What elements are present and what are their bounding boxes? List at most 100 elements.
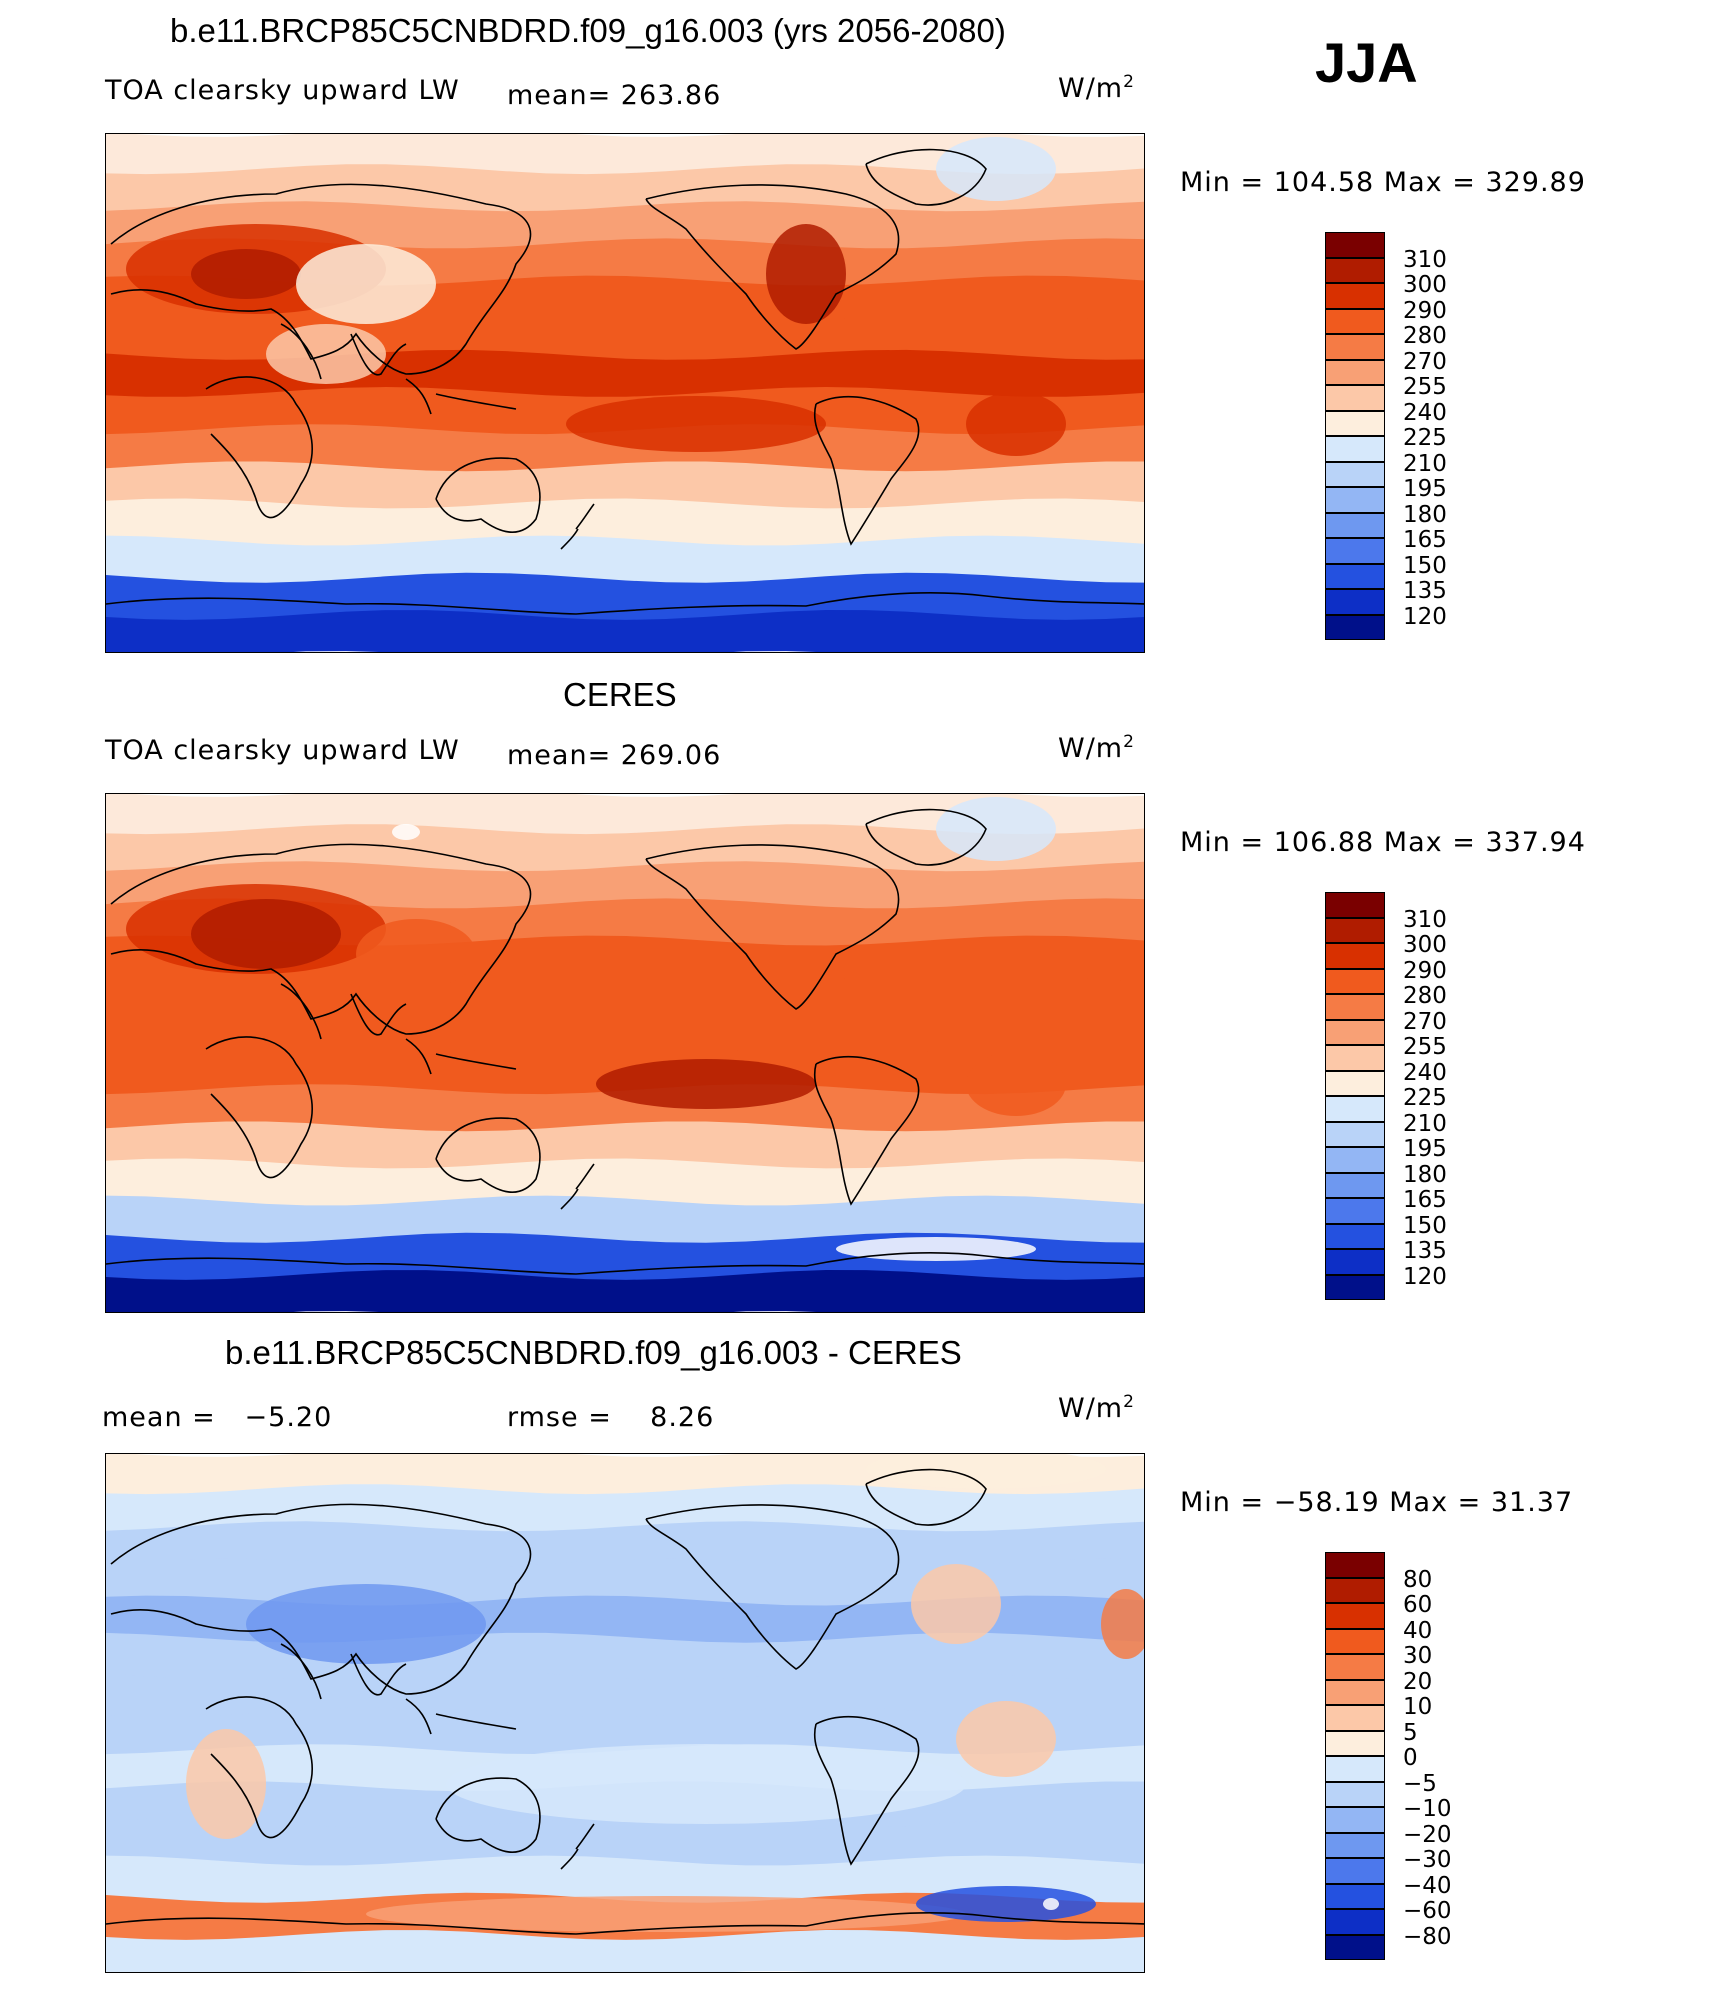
map-contour-patch — [446, 1744, 966, 1824]
map-contour-patch — [966, 1052, 1066, 1116]
panel3-coastlines — [106, 1468, 1144, 1935]
colorbar-swatch — [1325, 538, 1385, 564]
map-contour-patch — [766, 224, 846, 324]
coastline — [813, 396, 920, 546]
coastline — [280, 983, 407, 1040]
panel3-title: b.e11.BRCP85C5CNBDRD.f09_g16.003 - CERES — [225, 1334, 962, 1371]
map-contour-band — [106, 1521, 1144, 1573]
colorbar-swatch — [1325, 1628, 1385, 1654]
map-contour-band — [106, 610, 1144, 652]
coastline — [110, 1503, 532, 1695]
colorbar-label: 20 — [1403, 1668, 1433, 1695]
map-contour-band — [106, 1707, 1144, 1759]
panel2-min-value: 106.88 — [1273, 827, 1375, 858]
colorbar-label: 0 — [1403, 1745, 1418, 1771]
coastline — [435, 1117, 541, 1193]
colorbar-swatch — [1325, 487, 1385, 513]
colorbar-label: 150 — [1403, 552, 1447, 579]
colorbar-label: 120 — [1403, 1263, 1447, 1290]
coastline — [865, 808, 987, 866]
colorbar-label: 280 — [1403, 323, 1447, 349]
colorbar-swatch — [1325, 943, 1385, 969]
colorbar-label: 80 — [1403, 1566, 1433, 1593]
colorbar-swatch — [1325, 1070, 1385, 1096]
colorbar-swatch — [1325, 1781, 1385, 1807]
colorbar-label: 240 — [1403, 399, 1447, 426]
coastline — [813, 1716, 920, 1866]
colorbar-label: 255 — [1403, 374, 1447, 400]
coastline — [106, 1252, 1144, 1275]
panel3-map-svg — [106, 1454, 1144, 1972]
colorbar-swatch — [1325, 1883, 1385, 1909]
colorbar-swatch — [1325, 1096, 1385, 1122]
map-contour-patch — [246, 1584, 486, 1664]
colorbar-swatch — [1325, 1679, 1385, 1705]
map-contour-patch — [1043, 1898, 1059, 1910]
coastline — [110, 183, 532, 375]
panel1-min-value: 104.58 — [1273, 167, 1375, 198]
colorbar-swatch — [1325, 334, 1385, 360]
panel1-max-value: 329.89 — [1485, 167, 1586, 198]
colorbar-label: 120 — [1403, 603, 1447, 630]
colorbar-swatch — [1325, 1832, 1385, 1858]
map-contour-patch — [916, 1886, 1096, 1922]
colorbar-swatch — [1325, 1274, 1385, 1300]
map-contour-band — [106, 824, 1144, 876]
coastline — [280, 1643, 407, 1700]
colorbar-label: 240 — [1403, 1059, 1447, 1086]
map-contour-band — [106, 498, 1144, 550]
colorbar-swatch — [1325, 1934, 1385, 1960]
map-contour-patch — [866, 1454, 1106, 1489]
panel3-map — [105, 1453, 1145, 1973]
colorbar-swatch — [1325, 359, 1385, 385]
colorbar-swatch — [1325, 232, 1385, 258]
colorbar-label: 290 — [1403, 957, 1447, 984]
map-contour-patch — [392, 824, 420, 840]
coastline — [435, 457, 541, 533]
colorbar-label: 150 — [1403, 1212, 1447, 1239]
colorbar-swatch — [1325, 512, 1385, 538]
coastline — [865, 148, 987, 206]
colorbar-swatch — [1325, 1147, 1385, 1173]
colorbar-swatch — [1325, 1577, 1385, 1603]
coastline — [435, 1777, 541, 1853]
panel2-units: W/m2 — [1058, 732, 1135, 764]
panel1-title: b.e11.BRCP85C5CNBDRD.f09_g16.003 (yrs 20… — [170, 12, 1006, 49]
colorbar-label: 40 — [1403, 1617, 1433, 1644]
colorbar-swatch — [1325, 892, 1385, 918]
colorbar-swatch — [1325, 436, 1385, 462]
colorbar-swatch — [1325, 283, 1385, 309]
colorbar-label: 270 — [1403, 1008, 1447, 1035]
panel2-variable-label: TOA clearsky upward LW — [105, 735, 460, 766]
colorbar-swatch — [1325, 1121, 1385, 1147]
coastline — [280, 323, 407, 380]
panel2-mean-label: mean= 269.06 — [507, 740, 722, 771]
map-contour-band — [106, 1158, 1144, 1210]
colorbar-swatch — [1325, 1909, 1385, 1935]
map-contour-band — [106, 1930, 1144, 1972]
coastline — [645, 184, 900, 350]
colorbar-label: 180 — [1403, 1161, 1447, 1188]
coastline — [560, 1823, 595, 1870]
coastline — [813, 1056, 920, 1206]
colorbar-label: 180 — [1403, 501, 1447, 528]
colorbar-label: −80 — [1403, 1923, 1452, 1950]
map-contour-band — [106, 1121, 1144, 1173]
colorbar-label: 5 — [1403, 1719, 1418, 1746]
map-contour-band — [106, 861, 1144, 913]
colorbar-swatch — [1325, 917, 1385, 943]
panel3-units: W/m2 — [1058, 1392, 1135, 1424]
map-contour-band — [106, 461, 1144, 513]
colorbar-label: −40 — [1403, 1872, 1452, 1899]
map-contour-patch — [356, 919, 476, 989]
coastline — [106, 1912, 1144, 1935]
coastline — [405, 1038, 517, 1075]
map-contour-patch — [296, 244, 436, 324]
map-contour-band — [106, 1270, 1144, 1312]
panel2-title: CERES — [563, 676, 677, 713]
map-contour-patch — [1101, 1589, 1144, 1659]
colorbar-swatch — [1325, 1807, 1385, 1833]
colorbar-swatch — [1325, 1198, 1385, 1224]
map-contour-band — [106, 1818, 1144, 1870]
coastline — [645, 844, 900, 1010]
